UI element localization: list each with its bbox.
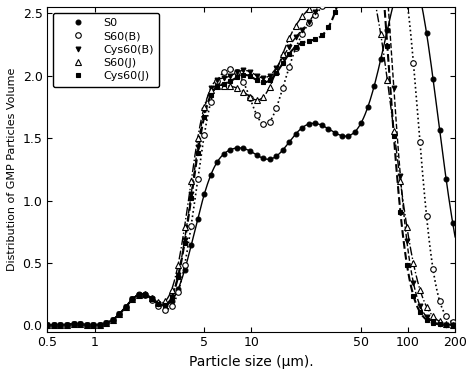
Cys60(J) — [450, 323, 456, 327]
Line: Cys60(J): Cys60(J) — [45, 0, 455, 328]
Cys60(B) — [45, 323, 50, 327]
Cys60(B) — [247, 70, 253, 74]
Cys60(B) — [155, 302, 161, 306]
S0 — [326, 127, 331, 131]
S60(J) — [169, 288, 174, 292]
Line: S60(B): S60(B) — [45, 0, 456, 328]
S60(J) — [247, 95, 253, 99]
S60(B) — [247, 96, 253, 100]
Cys60(J) — [326, 25, 331, 29]
Cys60(J) — [45, 323, 50, 327]
S60(B) — [443, 314, 449, 318]
Line: S0: S0 — [45, 0, 455, 328]
S60(B) — [450, 320, 456, 324]
S60(J) — [450, 323, 456, 327]
Line: S60(J): S60(J) — [45, 0, 456, 328]
Cys60(B) — [443, 323, 449, 327]
S60(B) — [234, 70, 240, 74]
Cys60(B) — [450, 323, 456, 327]
Legend: S0, S60(B), Cys60(B), S60(J), Cys60(J): S0, S60(B), Cys60(B), S60(J), Cys60(J) — [53, 12, 159, 87]
Cys60(J) — [247, 74, 253, 79]
S60(B) — [155, 304, 161, 308]
S0 — [45, 323, 50, 327]
S0 — [155, 301, 161, 305]
S60(J) — [45, 323, 50, 327]
S60(J) — [443, 321, 449, 326]
S0 — [234, 146, 240, 150]
S60(J) — [234, 86, 240, 90]
S0 — [247, 149, 253, 153]
Y-axis label: Distribution of GMP Particles Volume: Distribution of GMP Particles Volume — [7, 68, 17, 271]
X-axis label: Particle size (μm).: Particle size (μm). — [189, 355, 314, 369]
S60(B) — [169, 304, 174, 308]
S0 — [443, 177, 449, 181]
Cys60(J) — [443, 323, 449, 327]
S0 — [169, 299, 174, 303]
Cys60(J) — [155, 302, 161, 306]
Cys60(J) — [169, 295, 174, 300]
S0 — [450, 220, 456, 225]
Cys60(B) — [169, 294, 174, 299]
Line: Cys60(B): Cys60(B) — [45, 0, 455, 328]
S60(B) — [45, 323, 50, 327]
Cys60(J) — [234, 75, 240, 80]
Cys60(B) — [234, 70, 240, 75]
S60(J) — [155, 300, 161, 305]
